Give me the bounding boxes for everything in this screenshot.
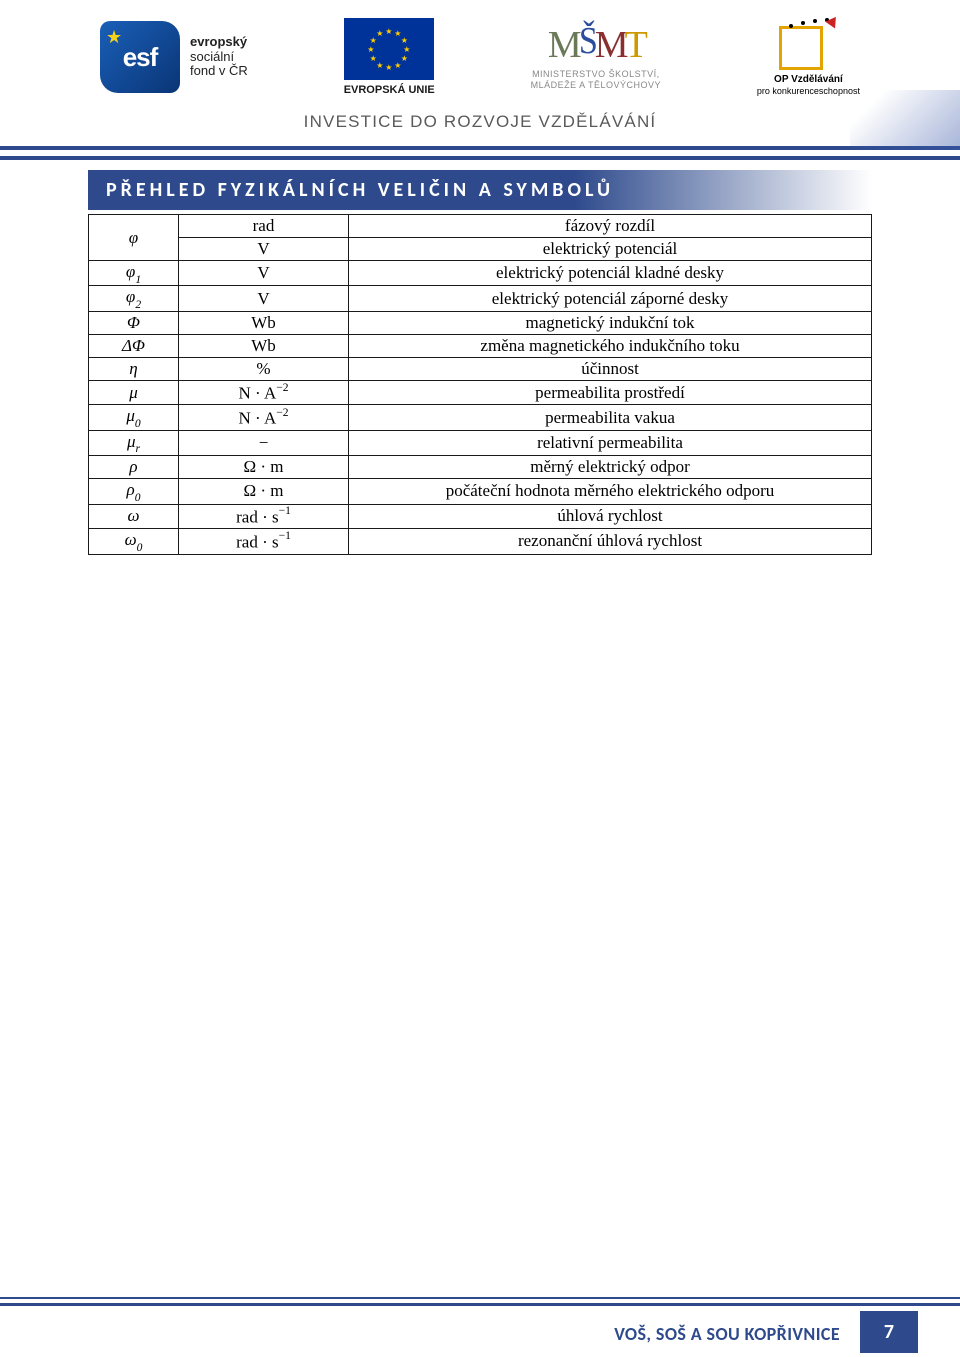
- msmt-logo: MŠMT MINISTERSTVO ŠKOLSTVÍ, MLÁDEŽE A TĚ…: [531, 23, 661, 91]
- table-row: ΔΦWbzměna magnetického indukčního toku: [89, 334, 872, 357]
- desc-cell: úhlová rychlost: [349, 504, 872, 529]
- unit-cell: Wb: [179, 311, 349, 334]
- table-row: μr−relativní permeabilita: [89, 430, 872, 455]
- unit-cell: Ω · m: [179, 456, 349, 479]
- corner-accent: [850, 90, 960, 150]
- tagline: INVESTICE DO ROZVOJE VZDĚLÁVÁNÍ: [0, 102, 960, 146]
- esf-label-2: sociální: [190, 49, 234, 64]
- table-row: ωrad · s−1úhlová rychlost: [89, 504, 872, 529]
- table-row: μN · A−2permeabilita prostředí: [89, 380, 872, 405]
- msmt-text: MINISTERSTVO ŠKOLSTVÍ, MLÁDEŽE A TĚLOVÝC…: [531, 69, 661, 91]
- desc-cell: elektrický potenciál: [349, 238, 872, 261]
- eu-logo: ★★★★★★★★★★★★ EVROPSKÁ UNIE: [344, 18, 435, 96]
- symbol-cell: ω0: [89, 529, 179, 554]
- table-row: ω0rad · s−1rezonanční úhlová rychlost: [89, 529, 872, 554]
- msmt-line2: MLÁDEŽE A TĚLOVÝCHOVY: [531, 80, 661, 90]
- desc-cell: permeabilita prostředí: [349, 380, 872, 405]
- desc-cell: elektrický potenciál záporné desky: [349, 286, 872, 311]
- table-row: Velektrický potenciál: [89, 238, 872, 261]
- unit-cell: V: [179, 261, 349, 286]
- table-row: φradfázový rozdíl: [89, 215, 872, 238]
- table-row: φ2Velektrický potenciál záporné desky: [89, 286, 872, 311]
- page-number: 7: [860, 1311, 918, 1353]
- symbol-cell: μ: [89, 380, 179, 405]
- symbol-cell: φ: [89, 215, 179, 261]
- desc-cell: relativní permeabilita: [349, 430, 872, 455]
- unit-cell: V: [179, 238, 349, 261]
- esf-label-1: evropský: [190, 34, 247, 49]
- symbol-cell: ρ: [89, 456, 179, 479]
- unit-cell: %: [179, 357, 349, 380]
- symbol-cell: φ2: [89, 286, 179, 311]
- unit-cell: V: [179, 286, 349, 311]
- desc-cell: počáteční hodnota měrného elektrického o…: [349, 479, 872, 504]
- footer-school: VOŠ, SOŠ A SOU KOPŘIVNICE: [614, 1323, 840, 1345]
- section-title-text: PŘEHLED FYZIKÁLNÍCH VELIČIN A SYMBOLŮ: [106, 178, 614, 202]
- unit-cell: rad: [179, 215, 349, 238]
- esf-logo: ★ esf evropský sociální fond v ČR: [100, 21, 248, 93]
- eu-label: EVROPSKÁ UNIE: [344, 84, 435, 96]
- header-divider: [0, 146, 960, 160]
- table-row: ΦWbmagnetický indukční tok: [89, 311, 872, 334]
- msmt-mark-icon: MŠMT: [548, 23, 644, 67]
- footer-line-2: [0, 1303, 960, 1306]
- desc-cell: účinnost: [349, 357, 872, 380]
- desc-cell: magnetický indukční tok: [349, 311, 872, 334]
- desc-cell: fázový rozdíl: [349, 215, 872, 238]
- symbol-cell: φ1: [89, 261, 179, 286]
- esf-badge-text: esf: [123, 42, 158, 73]
- desc-cell: elektrický potenciál kladné desky: [349, 261, 872, 286]
- msmt-line1: MINISTERSTVO ŠKOLSTVÍ,: [532, 69, 660, 79]
- opvk-text: OP Vzdělávání pro konkurenceschopnost: [757, 74, 860, 96]
- eu-flag-icon: ★★★★★★★★★★★★: [344, 18, 434, 80]
- unit-cell: rad · s−1: [179, 504, 349, 529]
- unit-cell: rad · s−1: [179, 529, 349, 554]
- table-row: η%účinnost: [89, 357, 872, 380]
- table-row: φ1Velektrický potenciál kladné desky: [89, 261, 872, 286]
- symbol-cell: ω: [89, 504, 179, 529]
- symbol-cell: μr: [89, 430, 179, 455]
- quantities-table: φradfázový rozdílVelektrický potenciálφ1…: [88, 214, 872, 555]
- esf-label-3: fond v ČR: [190, 63, 248, 78]
- desc-cell: změna magnetického indukčního toku: [349, 334, 872, 357]
- section-title: PŘEHLED FYZIKÁLNÍCH VELIČIN A SYMBOLŮ: [88, 170, 872, 210]
- unit-cell: N · A−2: [179, 405, 349, 430]
- symbol-cell: μ0: [89, 405, 179, 430]
- symbol-cell: η: [89, 357, 179, 380]
- unit-cell: N · A−2: [179, 380, 349, 405]
- footer: VOŠ, SOŠ A SOU KOPŘIVNICE 7: [0, 1297, 960, 1357]
- symbol-cell: ΔΦ: [89, 334, 179, 357]
- symbol-cell: Φ: [89, 311, 179, 334]
- opvk-logo: OP Vzdělávání pro konkurenceschopnost: [757, 18, 860, 96]
- esf-badge-icon: ★ esf: [100, 21, 180, 93]
- header-logos: ★ esf evropský sociální fond v ČR ★★★★★★…: [0, 0, 960, 102]
- table-row: μ0N · A−2permeabilita vakua: [89, 405, 872, 430]
- unit-cell: Ω · m: [179, 479, 349, 504]
- symbol-cell: ρ0: [89, 479, 179, 504]
- opvk-mark-icon: [779, 18, 837, 70]
- desc-cell: permeabilita vakua: [349, 405, 872, 430]
- table-row: ρΩ · mměrný elektrický odpor: [89, 456, 872, 479]
- opvk-line1: OP Vzdělávání: [774, 74, 843, 85]
- esf-label: evropský sociální fond v ČR: [190, 35, 248, 80]
- desc-cell: rezonanční úhlová rychlost: [349, 529, 872, 554]
- opvk-line2: pro konkurenceschopnost: [757, 86, 860, 96]
- table-row: ρ0Ω · mpočáteční hodnota měrného elektri…: [89, 479, 872, 504]
- desc-cell: měrný elektrický odpor: [349, 456, 872, 479]
- unit-cell: Wb: [179, 334, 349, 357]
- footer-line-1: [0, 1297, 960, 1299]
- unit-cell: −: [179, 430, 349, 455]
